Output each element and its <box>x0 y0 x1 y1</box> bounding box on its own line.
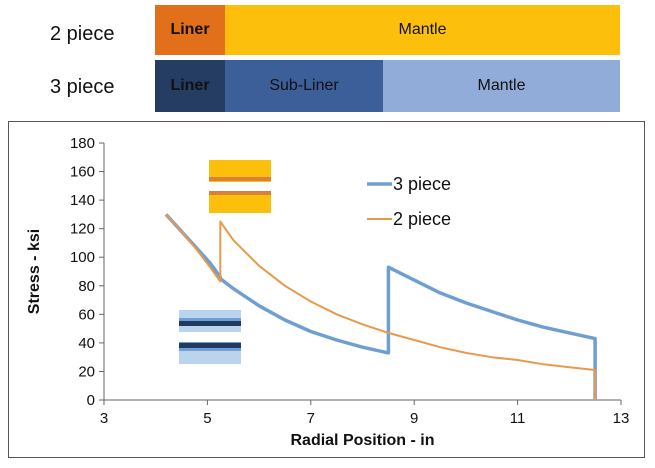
y-tick-label: 40 <box>78 335 95 352</box>
y-tick-label: 140 <box>70 192 95 209</box>
chart-legend: 3 piece 2 piece <box>367 174 451 229</box>
series-line-3-piece <box>164 213 597 400</box>
row-label-2-piece: 2 piece <box>50 23 115 45</box>
legend-label: 2 piece <box>393 209 451 229</box>
y-tick-label: 20 <box>78 363 95 380</box>
segment-2piece-mantle: Mantle <box>225 5 620 55</box>
y-tick-label: 120 <box>70 221 95 238</box>
y-tick-label: 60 <box>78 306 95 323</box>
y-tick-label: 160 <box>70 164 95 181</box>
x-tick-label: 11 <box>510 410 526 427</box>
chart-series <box>164 213 597 400</box>
y-tick-label: 80 <box>78 278 95 295</box>
row-label-3-piece: 3 piece <box>50 76 115 98</box>
segment-3piece-liner: Liner <box>155 60 225 112</box>
x-tick-label: 13 <box>613 410 630 427</box>
segment-3piece-sub-liner: Sub-Liner <box>225 60 383 112</box>
chart-frame: 0 20 40 60 80 100 120 140 160 180 3 5 7 9 11 13 3 piece… <box>8 121 645 458</box>
y-tick-label: 180 <box>70 135 95 152</box>
inset-3piece-band-top <box>179 321 241 326</box>
segment-3piece-mantle: Mantle <box>383 60 620 112</box>
x-tick-label: 7 <box>307 410 315 427</box>
x-tick-label: 3 <box>100 410 108 427</box>
y-axis-label: Stress - ksi <box>26 229 43 314</box>
chart-axes: 0 20 40 60 80 100 120 140 160 180 3 5 7 9 11 13 <box>70 135 629 427</box>
x-tick-label: 9 <box>410 410 418 427</box>
series-line-2-piece <box>165 213 597 400</box>
x-tick-label: 5 <box>203 410 211 427</box>
segment-2piece-liner: Liner <box>155 5 225 55</box>
layer-insets <box>179 160 271 364</box>
inset-3piece-band-bottom <box>179 343 241 348</box>
y-tick-label: 0 <box>87 392 95 409</box>
inset-2piece-bottom <box>209 191 271 213</box>
legend-label: 3 piece <box>393 174 451 194</box>
inset-2piece-band-top <box>209 177 271 181</box>
inset-2piece-band-bottom <box>209 191 271 195</box>
y-tick-label: 100 <box>70 249 95 266</box>
x-axis-label: Radial Position - in <box>290 432 434 449</box>
inset-2piece-top <box>209 160 271 182</box>
stress-chart: 0 20 40 60 80 100 120 140 160 180 3 5 7 9 11 13 3 piece… <box>26 135 629 449</box>
